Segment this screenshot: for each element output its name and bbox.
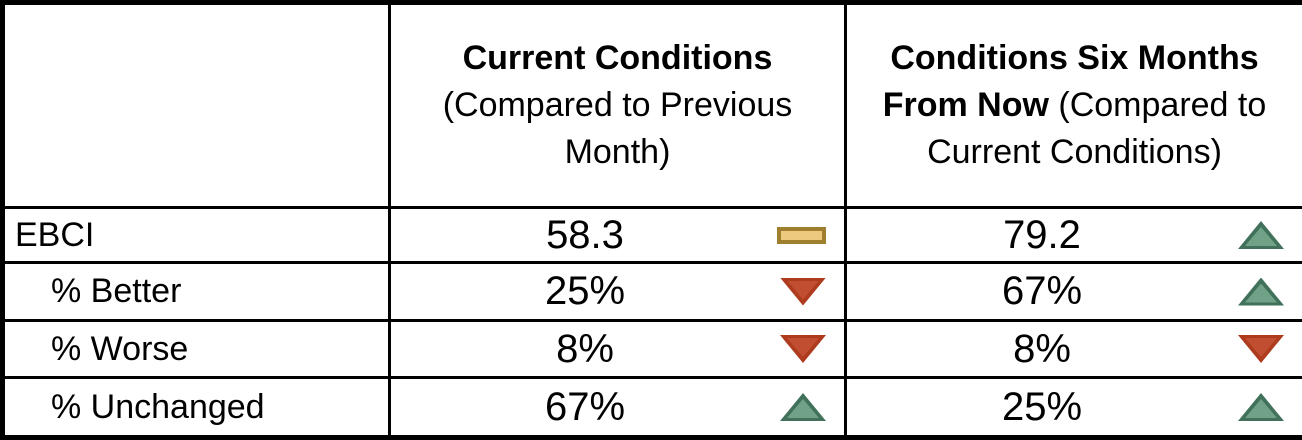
down-triangle-icon: [780, 335, 826, 363]
ebci-future-cell: 79.2: [844, 206, 1302, 264]
unchanged-current-value: 67%: [544, 384, 626, 429]
better-future-cell: 67%: [844, 261, 1302, 322]
ebci-current-value: 58.3: [546, 212, 624, 257]
header-current-conditions: Current Conditions (Compared to Previous…: [388, 1, 847, 209]
flat-bar-icon: [777, 226, 826, 244]
unchanged-future-cell: 25%: [844, 376, 1302, 439]
table-row-better: % Better 25% 67%: [1, 261, 1302, 322]
header-current-subtitle: (Compared to Previous Month): [442, 86, 793, 171]
worse-current-value: 8%: [556, 326, 614, 371]
better-future-value: 67%: [1001, 269, 1083, 313]
row-label-better: % Better: [1, 261, 391, 322]
up-triangle-icon: [1238, 393, 1284, 421]
ebci-future-value: 79.2: [1003, 212, 1081, 257]
row-label-ebci: EBCI: [1, 206, 391, 264]
header-current-title: Current Conditions: [462, 39, 773, 78]
row-label-unchanged: % Unchanged: [1, 376, 391, 439]
header-six-months-title: Conditions Six Months From Now: [882, 39, 1259, 125]
unchanged-current-cell: 67%: [388, 376, 847, 439]
down-triangle-icon: [780, 277, 826, 306]
corner-cell: [1, 1, 391, 209]
better-current-cell: 25%: [388, 261, 847, 322]
table-row-worse: % Worse 8% 8%: [1, 319, 1302, 379]
header-row: Current Conditions (Compared to Previous…: [1, 1, 1302, 209]
row-label-worse: % Worse: [1, 319, 391, 379]
unchanged-future-value: 25%: [1001, 384, 1083, 429]
worse-future-cell: 8%: [844, 319, 1302, 379]
up-triangle-icon: [1238, 221, 1284, 249]
better-current-value: 25%: [544, 269, 626, 313]
header-six-months-subtitle: (Compared to Current Conditions): [927, 86, 1267, 171]
ebci-current-cell: 58.3: [388, 206, 847, 264]
worse-current-cell: 8%: [388, 319, 847, 379]
table-row-ebci: EBCI 58.3 79.2: [1, 206, 1302, 264]
up-triangle-icon: [1238, 277, 1284, 306]
table-row-unchanged: % Unchanged 67% 25%: [1, 376, 1302, 439]
header-six-months: Conditions Six Months From Now (Compared…: [844, 1, 1302, 209]
up-triangle-icon: [780, 393, 826, 421]
down-triangle-icon: [1238, 335, 1284, 363]
worse-future-value: 8%: [1013, 326, 1071, 371]
